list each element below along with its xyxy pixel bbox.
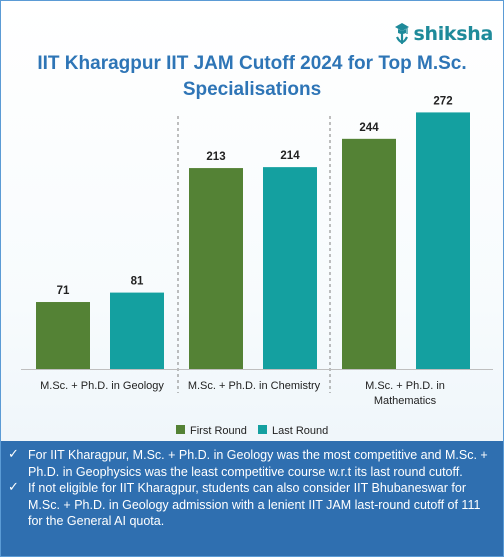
- legend-swatch: [176, 425, 185, 434]
- logo-text: shiksha: [413, 23, 493, 45]
- note-item: ✓ If not eligible for IIT Kharagpur, stu…: [7, 480, 495, 530]
- data-label: 213: [206, 151, 225, 163]
- bar-first-round: [342, 138, 396, 369]
- shiksha-logo: shiksha: [393, 21, 493, 47]
- data-label: 244: [359, 122, 379, 134]
- note-item: ✓ For IIT Kharagpur, M.Sc. + Ph.D. in Ge…: [7, 447, 495, 480]
- category-label: M.Sc. + Ph.D. in Chemistry: [188, 380, 321, 392]
- check-icon: ✓: [8, 480, 19, 495]
- data-label: 214: [280, 150, 300, 162]
- category-label: Mathematics: [374, 395, 437, 407]
- legend-label: First Round: [190, 425, 247, 437]
- data-label: 81: [131, 276, 144, 288]
- graduation-cap-icon: [395, 23, 410, 45]
- chart-title: IIT Kharagpur IIT JAM Cutoff 2024 for To…: [1, 51, 503, 103]
- check-icon: ✓: [8, 447, 19, 462]
- data-label: 71: [57, 285, 70, 297]
- bar-chart: 71 213 244 81 214 272 M.Sc. + Ph.D. in Geology…: [21, 95, 493, 437]
- data-label: 272: [433, 95, 452, 107]
- legend-label: Last Round: [272, 425, 328, 437]
- category-label: M.Sc. + Ph.D. in Geology: [40, 380, 164, 392]
- chart-title-line: IIT Kharagpur IIT JAM Cutoff 2024 for To…: [37, 53, 467, 74]
- category-label: M.Sc. + Ph.D. in: [365, 380, 445, 392]
- bar-last-round: [110, 292, 164, 369]
- legend-swatch: [258, 425, 267, 434]
- chart-title-line: Specialisations: [182, 79, 322, 100]
- note-text: For IIT Kharagpur, M.Sc. + Ph.D. in Geol…: [28, 448, 488, 479]
- bar-first-round: [36, 302, 90, 369]
- note-text: If not eligible for IIT Kharagpur, stude…: [28, 481, 481, 528]
- bar-last-round: [263, 167, 317, 369]
- bar-last-round: [416, 112, 470, 369]
- notes-panel: ✓ For IIT Kharagpur, M.Sc. + Ph.D. in Ge…: [1, 441, 503, 556]
- bar-first-round: [189, 168, 243, 369]
